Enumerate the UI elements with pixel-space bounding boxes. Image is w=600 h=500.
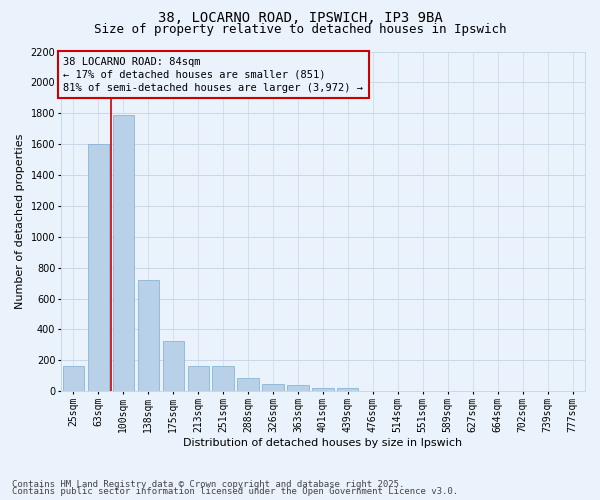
Text: Contains public sector information licensed under the Open Government Licence v3: Contains public sector information licen… bbox=[12, 487, 458, 496]
Text: 38, LOCARNO ROAD, IPSWICH, IP3 9BA: 38, LOCARNO ROAD, IPSWICH, IP3 9BA bbox=[158, 11, 442, 25]
Bar bbox=[212, 366, 234, 391]
Text: Contains HM Land Registry data © Crown copyright and database right 2025.: Contains HM Land Registry data © Crown c… bbox=[12, 480, 404, 489]
Bar bbox=[88, 144, 109, 391]
Y-axis label: Number of detached properties: Number of detached properties bbox=[15, 134, 25, 309]
Bar bbox=[113, 115, 134, 391]
Bar bbox=[188, 366, 209, 391]
Bar bbox=[63, 366, 84, 391]
Bar bbox=[262, 384, 284, 391]
Bar bbox=[287, 385, 308, 391]
Text: 38 LOCARNO ROAD: 84sqm
← 17% of detached houses are smaller (851)
81% of semi-de: 38 LOCARNO ROAD: 84sqm ← 17% of detached… bbox=[64, 56, 364, 93]
X-axis label: Distribution of detached houses by size in Ipswich: Distribution of detached houses by size … bbox=[184, 438, 463, 448]
Text: Size of property relative to detached houses in Ipswich: Size of property relative to detached ho… bbox=[94, 22, 506, 36]
Bar bbox=[163, 341, 184, 391]
Bar bbox=[313, 388, 334, 391]
Bar bbox=[137, 280, 159, 391]
Bar bbox=[337, 388, 358, 391]
Bar bbox=[238, 378, 259, 391]
